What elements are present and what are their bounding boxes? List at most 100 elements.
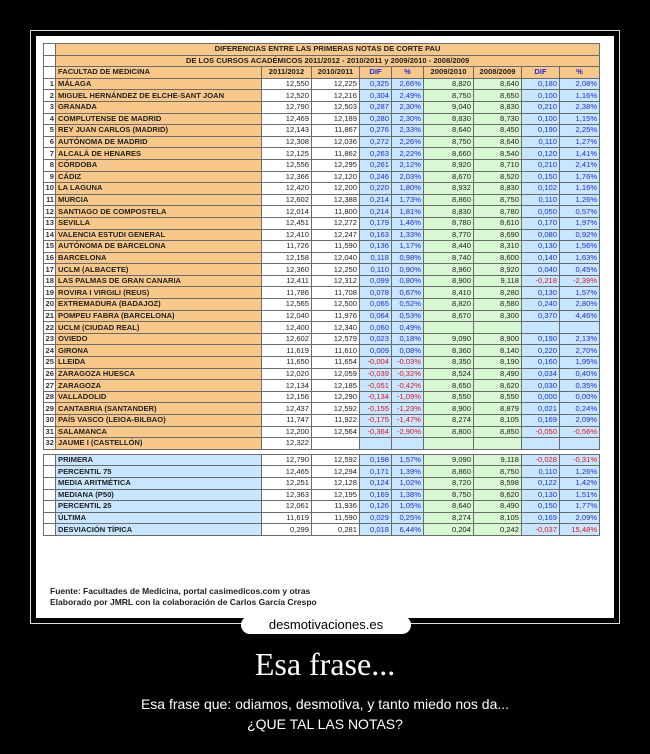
headline: Esa frase... bbox=[254, 646, 396, 682]
pct-1-cell: 2,12% bbox=[391, 158, 424, 172]
stat-2009-2010: 8,274 bbox=[423, 511, 474, 525]
pct-1-cell: -0,42% bbox=[391, 379, 424, 392]
dif-2-cell: 0,169 bbox=[521, 414, 560, 427]
stat-pct-1: 1,05% bbox=[391, 500, 424, 513]
cutoff-2008-2009: 8,850 bbox=[473, 425, 522, 439]
cutoff-2010-2011: 12,200 bbox=[311, 182, 360, 195]
stat-2011-2012: 12,465 bbox=[261, 465, 312, 478]
dif-2-cell: 0,100 bbox=[521, 89, 560, 102]
stats-row: PERCENTIL 25 12,061 11,936 0,126 1,05% 8,640 8… bbox=[43, 500, 601, 513]
cutoff-2008-2009: 8,450 bbox=[473, 124, 522, 137]
dif-2-cell: 0,150 bbox=[521, 170, 560, 184]
table-row: 9 CÁDIZ 12,366 12,120 0,246 2,03% 8,670 8,520 0,… bbox=[43, 170, 601, 184]
header-row: FACULTAD DE MEDICINA 2011/2012 2010/2011… bbox=[43, 66, 601, 79]
stats-row: ÚLTIMA 11,619 11,590 0,029 0,25% 8,274 8,105 0,… bbox=[43, 511, 601, 525]
cutoff-2011-2012: 12,366 bbox=[261, 170, 312, 184]
pct-2-cell: 1,16% bbox=[558, 89, 601, 102]
stat-2008-2009: 8,490 bbox=[473, 500, 522, 513]
cutoff-2009-2010: 8,820 bbox=[423, 77, 474, 91]
stat-2009-2010: 8,640 bbox=[423, 500, 474, 513]
dif-2-cell: 0,130 bbox=[521, 286, 560, 300]
pct-2-cell: 1,57% bbox=[558, 286, 601, 300]
cutoff-2011-2012: 12,565 bbox=[261, 298, 312, 311]
row-number: 19 bbox=[43, 286, 56, 300]
dif-2-cell: -0,050 bbox=[521, 425, 560, 439]
pct-1-cell bbox=[391, 437, 424, 450]
stat-2011-2012: 12,363 bbox=[261, 488, 312, 502]
stats-spacer bbox=[43, 523, 56, 536]
dif-1-cell: 0,163 bbox=[359, 228, 392, 242]
pct-1-cell: 0,90% bbox=[391, 263, 424, 276]
cutoff-2008-2009: 8,710 bbox=[473, 158, 522, 172]
pct-2-cell: 1,95% bbox=[558, 356, 601, 369]
cutoff-2010-2011: 12,225 bbox=[311, 77, 360, 91]
section-gap bbox=[43, 449, 600, 455]
stat-2009-2010: 8,720 bbox=[423, 476, 474, 490]
row-number: 11 bbox=[43, 193, 56, 207]
stat-dif-1: 0,171 bbox=[359, 465, 392, 478]
pct-2-cell: 2,41% bbox=[558, 158, 601, 172]
stat-label: PRIMERA bbox=[55, 453, 262, 467]
header-dif-1: DIF bbox=[359, 66, 392, 79]
row-number: 6 bbox=[43, 135, 56, 149]
dif-1-cell: 0,110 bbox=[359, 263, 392, 276]
dif-1-cell: 0,287 bbox=[359, 100, 392, 114]
stats-row: PRIMERA 12,790 12,592 0,198 1,57% 9,090 9,118-… bbox=[43, 453, 601, 467]
cutoff-2011-2012: 12,156 bbox=[261, 390, 312, 404]
cutoff-2010-2011: 11,800 bbox=[311, 205, 360, 218]
title-spacer bbox=[43, 54, 56, 68]
dif-1-cell: 0,023 bbox=[359, 332, 392, 346]
cutoff-2008-2009: 8,550 bbox=[473, 390, 522, 404]
cutoff-2008-2009: 8,879 bbox=[473, 402, 522, 415]
dif-1-cell: -0,155 bbox=[359, 402, 392, 415]
pct-1-cell: 0,08% bbox=[391, 344, 424, 358]
cutoff-2009-2010: 8,550 bbox=[423, 390, 474, 404]
row-number: 14 bbox=[43, 228, 56, 242]
stats-row: DESVIACIÓN TÍPICA 0,299 0,281 0,018 6,44% 0,2… bbox=[43, 523, 601, 536]
dif-1-cell: 0,099 bbox=[359, 274, 392, 288]
cutoff-2010-2011: 11,922 bbox=[311, 414, 360, 427]
stat-2011-2012: 11,619 bbox=[261, 511, 312, 525]
stat-2010-2011: 11,936 bbox=[311, 500, 360, 513]
stat-dif-1: 0,018 bbox=[359, 523, 392, 536]
cutoff-2009-2010: 9,090 bbox=[423, 332, 474, 346]
cutoff-2010-2011: 12,290 bbox=[311, 390, 360, 404]
cutoff-2008-2009: 8,310 bbox=[473, 240, 522, 253]
dif-2-cell: 0,034 bbox=[521, 367, 560, 381]
stats-spacer bbox=[43, 500, 56, 513]
dif-2-cell: 0,140 bbox=[521, 251, 560, 265]
stat-2008-2009: 0,242 bbox=[473, 523, 522, 536]
stat-2011-2012: 12,061 bbox=[261, 500, 312, 513]
stat-dif-2: 0,150 bbox=[521, 500, 560, 513]
row-number: 1 bbox=[43, 77, 56, 91]
table-row: 23 OVIEDO 12,602 12,579 0,023 0,18% 9,090 8,900… bbox=[43, 332, 601, 346]
stat-2011-2012: 12,251 bbox=[261, 476, 312, 490]
site-brand-logo: desmotivaciones.es bbox=[241, 616, 411, 634]
cutoff-2008-2009: 8,640 bbox=[473, 135, 522, 149]
dif-2-cell: -0,218 bbox=[521, 274, 560, 288]
row-number: 18 bbox=[43, 274, 56, 288]
dif-2-cell: 0,000 bbox=[521, 390, 560, 404]
table-row: 17 UCLM (ALBACETE) 12,360 12,250 0,110 0,90% 8… bbox=[43, 263, 601, 276]
cutoff-2010-2011: 12,250 bbox=[311, 263, 360, 276]
faculty-name: ZARAGOZA HUESCA bbox=[55, 367, 262, 381]
faculty-name: CANTABRIA (SANTANDER) bbox=[55, 402, 262, 415]
cutoff-table-wrap: DIFERENCIAS ENTRE LAS PRIMERAS NOTAS DE … bbox=[43, 43, 601, 536]
cutoff-2009-2010: 8,780 bbox=[423, 216, 474, 230]
pct-2-cell: 2,25% bbox=[558, 124, 601, 137]
faculty-name: ROVIRA I VIRGILI (REUS) bbox=[55, 286, 262, 300]
table-row: 26 ZARAGOZA HUESCA 12,020 12,059 -0,039 -0,32… bbox=[43, 367, 601, 381]
faculty-name: MIGUEL HERNÁNDEZ DE ELCHE-SANT JOAN bbox=[55, 89, 262, 102]
cutoff-2008-2009 bbox=[473, 321, 522, 334]
cutoff-2009-2010: 8,660 bbox=[423, 147, 474, 160]
pct-2-cell: 0,92% bbox=[558, 228, 601, 242]
cutoff-2008-2009: 8,280 bbox=[473, 286, 522, 300]
cutoff-2008-2009: 8,105 bbox=[473, 414, 522, 427]
pct-1-cell: 0,49% bbox=[391, 321, 424, 334]
dif-2-cell: 0,190 bbox=[521, 124, 560, 137]
dif-1-cell: 0,118 bbox=[359, 251, 392, 265]
cutoff-2008-2009 bbox=[473, 437, 522, 450]
stat-label: ÚLTIMA bbox=[55, 511, 262, 525]
stat-2010-2011: 12,592 bbox=[311, 453, 360, 467]
table-row: 15 AUTÓNOMA DE BARCELONA 11,726 11,590 0,136… bbox=[43, 240, 601, 253]
